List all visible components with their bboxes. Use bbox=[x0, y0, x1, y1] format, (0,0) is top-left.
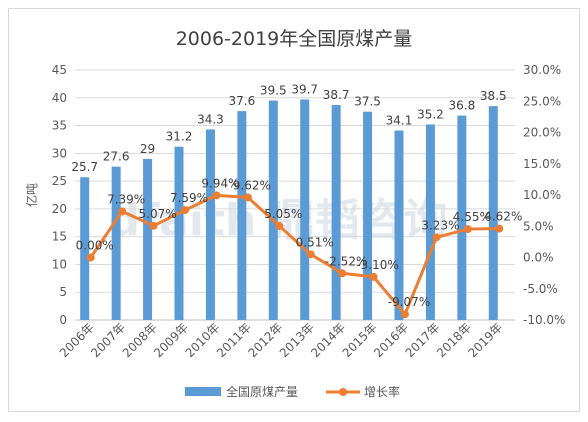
growth-line bbox=[89, 193, 500, 316]
growth-data-label: -9.07% bbox=[388, 295, 430, 309]
growth-data-label: 7.59% bbox=[170, 191, 208, 205]
y-tick-right: 0.0% bbox=[523, 251, 554, 265]
bar bbox=[488, 106, 498, 320]
bar bbox=[205, 129, 215, 320]
growth-data-label: 3.23% bbox=[421, 218, 459, 232]
y-tick-left: 40 bbox=[52, 91, 67, 105]
bar-data-label: 29 bbox=[140, 142, 155, 156]
growth-point bbox=[306, 250, 315, 259]
growth-data-label: -3.10% bbox=[356, 258, 398, 272]
bar bbox=[363, 111, 373, 321]
bar-data-label: 37.5 bbox=[354, 95, 381, 109]
bar-data-label: 31.2 bbox=[166, 130, 193, 144]
y-tick-left: 45 bbox=[52, 63, 67, 77]
bar-data-label: 27.6 bbox=[103, 150, 130, 164]
growth-data-label: 0.00% bbox=[76, 239, 114, 253]
growth-point bbox=[495, 224, 504, 233]
bar-data-label: 37.6 bbox=[228, 94, 255, 108]
y-tick-right: 20.0% bbox=[523, 126, 561, 140]
legend-line-label: 增长率 bbox=[364, 384, 400, 399]
y-tick-right: 5.0% bbox=[523, 219, 554, 233]
growth-data-label: 0.51% bbox=[296, 235, 334, 249]
y-tick-right: 15.0% bbox=[523, 157, 561, 171]
chart-title: 2006-2019年全国原煤产量 bbox=[175, 28, 413, 50]
bar-data-label: 35.2 bbox=[417, 107, 444, 121]
bar-data-label: 39.5 bbox=[260, 84, 287, 98]
growth-point bbox=[149, 221, 158, 230]
growth-point bbox=[369, 272, 378, 281]
legend-line-marker bbox=[339, 388, 347, 396]
y-tick-right: 30.0% bbox=[523, 63, 561, 77]
growth-data-label: 5.07% bbox=[139, 207, 177, 221]
growth-point bbox=[212, 191, 221, 200]
y-axis-label: 亿吨 bbox=[24, 183, 39, 207]
growth-point bbox=[338, 269, 347, 278]
growth-data-label: -2.52% bbox=[325, 254, 367, 268]
bar-data-label: 34.3 bbox=[197, 112, 224, 126]
bar bbox=[268, 100, 278, 320]
growth-point bbox=[181, 206, 189, 215]
bar bbox=[80, 177, 90, 320]
bar-data-label: 38.5 bbox=[480, 89, 507, 103]
legend-bar-label: 全国原煤产量 bbox=[226, 384, 298, 399]
bar-data-label: 36.8 bbox=[448, 99, 475, 113]
growth-point bbox=[275, 221, 284, 230]
bar bbox=[425, 124, 435, 320]
y-tick-right: -5.0% bbox=[523, 282, 558, 296]
y-tick-left: 35 bbox=[52, 119, 67, 133]
bar-data-label: 39.7 bbox=[291, 82, 318, 96]
growth-data-label: 5.05% bbox=[264, 207, 302, 221]
bar bbox=[300, 99, 310, 320]
bar bbox=[143, 158, 153, 320]
growth-data-label: 9.62% bbox=[233, 178, 271, 192]
growth-point bbox=[86, 253, 95, 262]
y-tick-left: 10 bbox=[52, 257, 67, 271]
bar-data-label: 25.7 bbox=[71, 160, 98, 174]
bar-data-label: 38.7 bbox=[323, 88, 350, 102]
y-tick-left: 20 bbox=[52, 202, 67, 216]
bar bbox=[174, 146, 184, 320]
chart-frame bbox=[8, 8, 580, 412]
growth-point bbox=[243, 193, 252, 202]
bar-data-label: 34.1 bbox=[386, 114, 413, 128]
bar bbox=[111, 166, 121, 320]
legend-bar-swatch bbox=[185, 387, 221, 396]
growth-data-label: 7.39% bbox=[107, 192, 145, 206]
y-tick-left: 30 bbox=[52, 146, 67, 160]
bar bbox=[394, 130, 404, 320]
growth-data-label: 4.62% bbox=[484, 210, 522, 224]
growth-data-label: 4.55% bbox=[453, 210, 491, 224]
growth-point bbox=[432, 233, 441, 242]
y-tick-left: 15 bbox=[52, 230, 67, 244]
y-tick-left: 0 bbox=[59, 313, 67, 327]
y-tick-right: 25.0% bbox=[523, 94, 561, 108]
growth-point bbox=[463, 225, 472, 234]
x-tick-label: 2019年 bbox=[465, 320, 505, 360]
growth-data-label: 9.94% bbox=[201, 176, 239, 190]
y-tick-left: 25 bbox=[52, 174, 67, 188]
growth-point bbox=[118, 207, 127, 216]
bar bbox=[331, 105, 341, 320]
y-tick-right: -10.0% bbox=[523, 313, 565, 327]
y-tick-left: 5 bbox=[59, 285, 67, 299]
bar bbox=[237, 111, 247, 320]
y-tick-right: 10.0% bbox=[523, 188, 561, 202]
growth-point bbox=[401, 310, 409, 319]
bar bbox=[457, 115, 467, 320]
